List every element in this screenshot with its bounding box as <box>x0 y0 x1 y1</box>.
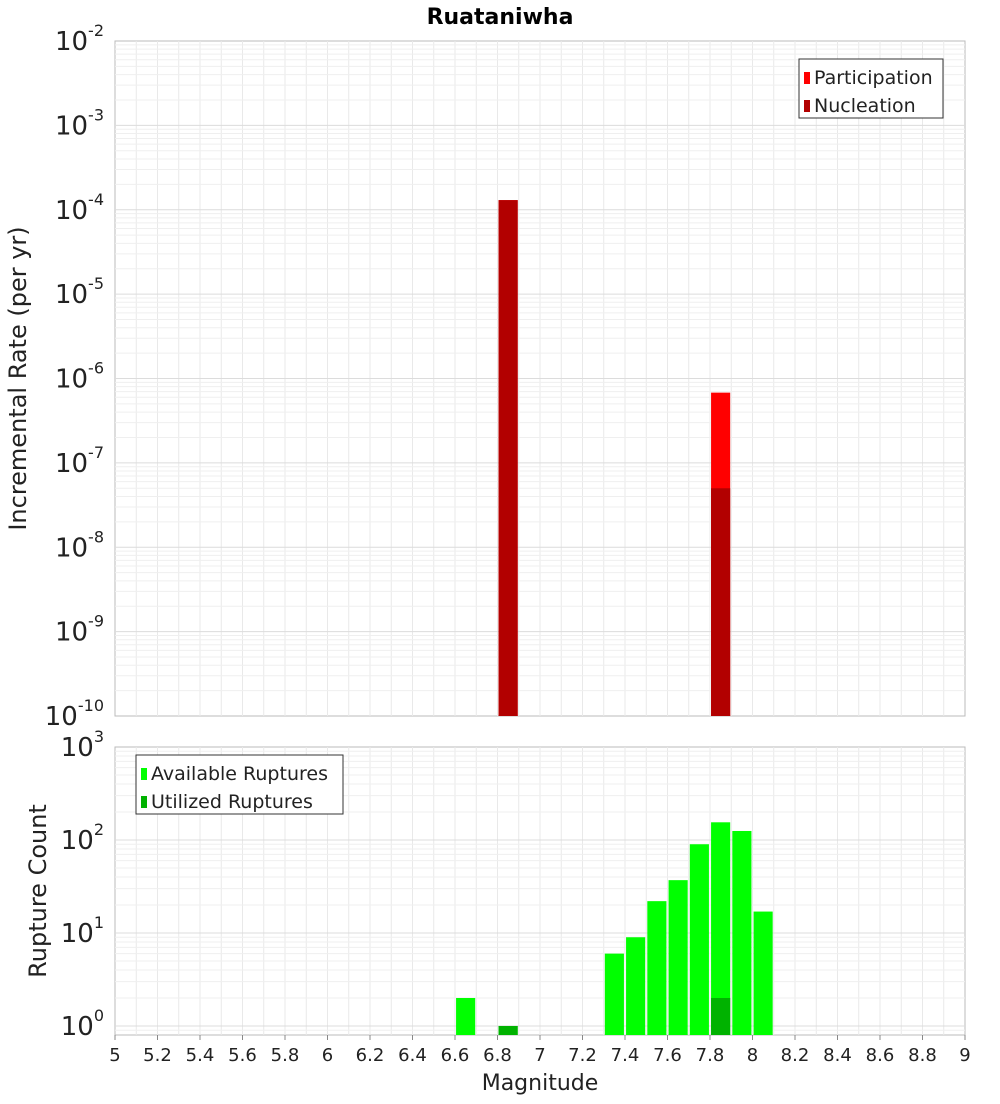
legend-swatch <box>804 100 810 112</box>
legend-box <box>798 58 944 119</box>
y-tick-base: 10 <box>55 111 88 141</box>
y-tick-exponent: 3 <box>94 727 104 746</box>
bar-available-ruptures <box>689 844 709 1035</box>
y-tick-base: 10 <box>61 826 94 856</box>
x-tick-label: 5.8 <box>271 1045 300 1066</box>
x-tick-label: 5.6 <box>228 1045 257 1066</box>
x-tick-label: 8.8 <box>908 1045 937 1066</box>
legend-label: Utilized Ruptures <box>151 791 313 813</box>
y-tick-label: 102 <box>61 820 104 856</box>
x-tick-label: 7.8 <box>696 1045 725 1066</box>
x-tick-label: 7.2 <box>568 1045 597 1066</box>
x-tick-label: 6 <box>322 1045 333 1066</box>
y-tick-base: 10 <box>55 533 88 563</box>
y-tick-exponent: 0 <box>94 1006 104 1025</box>
bar-utilized-ruptures <box>711 997 731 1035</box>
x-tick-label: 5.4 <box>186 1045 215 1066</box>
y-tick-base: 10 <box>61 733 94 763</box>
x-tick-label: 8 <box>747 1045 758 1066</box>
x-tick-label: 7 <box>534 1045 545 1066</box>
x-tick-label: 8.4 <box>823 1045 852 1066</box>
x-tick-label: 7.4 <box>611 1045 640 1066</box>
y-tick-base: 10 <box>55 365 88 395</box>
y-tick-exponent: -4 <box>88 190 104 209</box>
y-tick-base: 10 <box>61 919 94 949</box>
y-tick-exponent: -8 <box>88 527 104 546</box>
rate-legend: Participation Nucleation <box>798 58 944 119</box>
x-tick-label: 8.6 <box>866 1045 895 1066</box>
y-tick-base: 10 <box>55 618 88 648</box>
y-tick-label: 10-10 <box>45 696 104 732</box>
y-tick-label: 10-5 <box>55 274 104 310</box>
x-tick-label: 5.2 <box>143 1045 172 1066</box>
bar-available-ruptures <box>626 937 646 1035</box>
y-tick-exponent: 2 <box>94 820 104 839</box>
bar-nucleation <box>498 200 518 716</box>
bar-nucleation <box>711 488 731 716</box>
y-tick-label: 103 <box>61 727 104 763</box>
y-tick-label: 10-3 <box>55 105 104 141</box>
y-tick-base: 10 <box>55 280 88 310</box>
bar-available-ruptures <box>604 953 624 1035</box>
x-tick-label: 8.2 <box>781 1045 810 1066</box>
y-tick-exponent: -7 <box>88 443 104 462</box>
y-tick-exponent: -10 <box>78 696 104 715</box>
y-tick-label: 101 <box>61 913 104 949</box>
y-tick-base: 10 <box>61 1012 94 1042</box>
y-tick-label: 10-7 <box>55 443 104 479</box>
bar-utilized-ruptures <box>498 1025 518 1035</box>
legend-label: Nucleation <box>814 95 916 117</box>
magnitude-x-axis-label: Magnitude <box>482 1071 599 1096</box>
rate-gridlines <box>115 41 965 716</box>
legend-swatch <box>804 72 810 84</box>
bar-available-ruptures <box>753 911 773 1035</box>
x-tick-label: 5 <box>109 1045 120 1066</box>
x-tick-label: 6.4 <box>398 1045 427 1066</box>
y-tick-exponent: 1 <box>94 913 104 932</box>
x-tick-label: 6.6 <box>441 1045 470 1066</box>
x-tick-label: 9 <box>959 1045 970 1066</box>
y-tick-base: 10 <box>55 196 88 226</box>
y-tick-label: 100 <box>61 1006 104 1042</box>
y-tick-base: 10 <box>55 27 88 57</box>
bar-available-ruptures <box>711 822 731 1035</box>
y-tick-base: 10 <box>45 702 78 732</box>
legend-label: Available Ruptures <box>151 763 328 785</box>
count-y-axis-label: Rupture Count <box>24 804 52 978</box>
y-tick-base: 10 <box>55 449 88 479</box>
legend-box <box>135 754 344 815</box>
count-bars <box>456 822 773 1035</box>
y-tick-label: 10-8 <box>55 527 104 563</box>
bar-available-ruptures <box>732 830 752 1035</box>
bar-available-ruptures <box>456 997 476 1035</box>
y-tick-exponent: -2 <box>88 21 104 40</box>
bar-available-ruptures <box>668 880 688 1035</box>
rate-bars <box>498 200 731 716</box>
x-tick-label: 6.8 <box>483 1045 512 1066</box>
x-tick-label: 7.6 <box>653 1045 682 1066</box>
legend-swatch <box>141 796 147 808</box>
legend-label: Participation <box>814 67 933 89</box>
bar-available-ruptures <box>647 901 667 1035</box>
y-tick-exponent: -3 <box>88 105 104 124</box>
y-tick-exponent: -9 <box>88 612 104 631</box>
y-tick-label: 10-6 <box>55 359 104 395</box>
rate-y-axis-label: Incremental Rate (per yr) <box>4 226 32 530</box>
magnitude-x-ticks: 5 5.2 5.4 5.6 5.8 6 6.2 6.4 6.6 6.8 7 7.2 7.4 7.6 7.8 8… <box>109 1035 971 1066</box>
x-tick-label: 6.2 <box>356 1045 385 1066</box>
y-tick-label: 10-9 <box>55 612 104 648</box>
count-legend: Available Ruptures Utilized Ruptures <box>135 754 344 815</box>
y-tick-label: 10-2 <box>55 21 104 57</box>
legend-swatch <box>141 768 147 780</box>
y-tick-label: 10-4 <box>55 190 104 226</box>
chart-title: Ruataniwha <box>427 5 574 30</box>
y-tick-exponent: -5 <box>88 274 104 293</box>
y-tick-exponent: -6 <box>88 359 104 378</box>
